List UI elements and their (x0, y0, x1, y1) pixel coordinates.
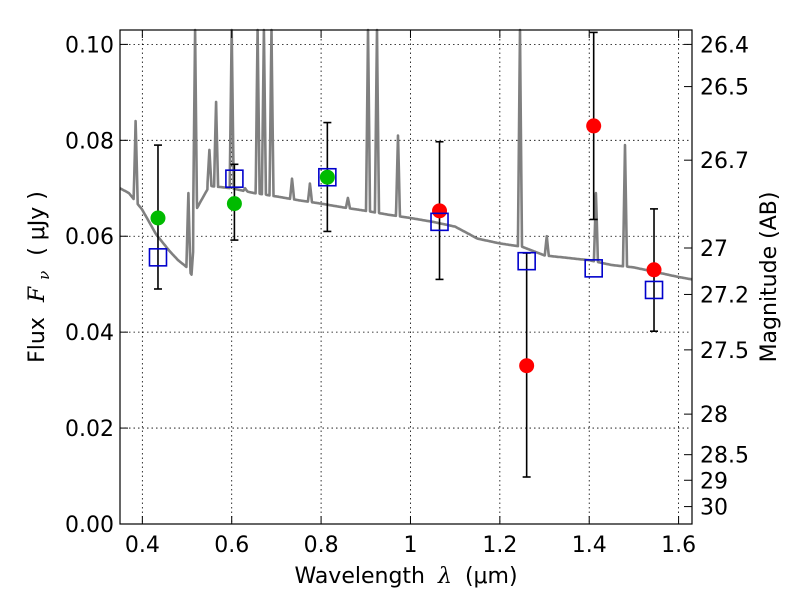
x-axis-title-symbol: λ (437, 564, 452, 589)
data-point (319, 169, 335, 185)
y-tick-label: 0.06 (65, 225, 114, 250)
x-tick-label: 0.4 (125, 533, 160, 558)
y2-tick-label: 27 (700, 237, 728, 262)
y2-tick-label: 26.5 (700, 76, 749, 101)
y2-tick-label: 26.7 (700, 149, 749, 174)
x-axis-title: Wavelength λ (μm) (294, 564, 517, 589)
axis-ticks: 0.4 0.6 0.8 1 1.2 1.4 1.6 0.00 0.02 0.04 0.06 0.08 0… (65, 30, 749, 558)
model-spectrum-line (119, 28, 693, 281)
y2-tick-label: 26.4 (700, 33, 749, 58)
data-point (646, 262, 662, 278)
y-axis-title: Flux F ν ( μJy ) (25, 191, 55, 363)
model-point (517, 251, 536, 271)
y-axis-title-symbol: F (25, 286, 50, 303)
y2-tick-label: 30 (700, 496, 728, 521)
y2-tick-label: 27.2 (700, 283, 749, 308)
y-tick-label: 0.10 (65, 33, 114, 58)
data-point (150, 210, 166, 226)
y-tick-label: 0.04 (65, 321, 114, 346)
y-tick-label: 0.00 (65, 513, 114, 538)
plot-frame (119, 29, 693, 525)
model-point (584, 259, 603, 278)
y-axis-title-sub: ν (35, 271, 53, 280)
data-point (519, 358, 535, 374)
y-tick-label: 0.02 (65, 417, 114, 442)
grid (120, 30, 692, 525)
y-axis-title-text: Flux (25, 317, 50, 363)
model-point (644, 280, 664, 300)
y2-tick-label: 29 (700, 469, 728, 494)
y2-tick-label: 27.5 (700, 339, 749, 364)
y2-tick-label: 28.5 (700, 444, 749, 469)
model-point (225, 169, 244, 188)
x-tick-label: 0.8 (304, 533, 339, 558)
y2-axis-title: Magnitude (AB) (757, 192, 782, 363)
x-tick-label: 1.2 (482, 533, 517, 558)
data-point (586, 118, 602, 134)
x-tick-label: 1.4 (572, 533, 607, 558)
x-tick-label: 0.6 (214, 533, 249, 558)
model-spectrum (119, 28, 693, 281)
model-point (430, 212, 449, 232)
x-tick-label: 1.6 (661, 533, 696, 558)
y2-tick-label: 28 (700, 403, 728, 428)
model-point (318, 167, 337, 187)
y-axis-title-unit: ( μJy ) (25, 191, 50, 256)
x-axis-title-text: Wavelength (294, 564, 425, 589)
model-point (148, 248, 168, 267)
x-axis-title-unit: (μm) (465, 564, 518, 589)
data-points (148, 31, 664, 478)
y-tick-label: 0.08 (65, 129, 114, 154)
x-tick-label: 1 (403, 533, 417, 558)
data-point (432, 203, 448, 219)
data-point (226, 196, 242, 212)
